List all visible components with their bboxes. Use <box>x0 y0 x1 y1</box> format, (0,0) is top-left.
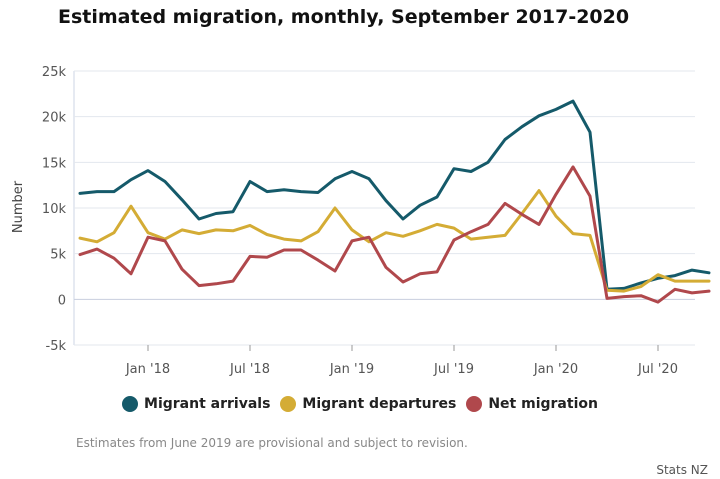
legend-swatch <box>122 396 139 412</box>
legend-label: Migrant arrivals <box>144 396 271 412</box>
legend-item-migrant-arrivals[interactable]: Migrant arrivals <box>122 396 270 412</box>
legend-swatch <box>280 396 297 412</box>
series-line-migrant-arrivals[interactable] <box>78 99 711 291</box>
x-tick-label: Jan '19 <box>329 362 374 377</box>
gridlines <box>73 70 695 346</box>
x-tick-label: Jan '20 <box>533 362 578 377</box>
y-tick-label: -5k <box>46 339 67 354</box>
x-axis: Jan '18 Jul '18 Jan '19 Jul '19 Jan '20 Jul '… <box>125 345 678 377</box>
y-tick-label: 10k <box>42 202 67 217</box>
y-tick-label: 20k <box>42 111 67 126</box>
legend-item-migrant-departures[interactable]: Migrant departures <box>280 396 456 412</box>
series-line-net-migration[interactable] <box>78 165 711 304</box>
legend: Migrant arrivals Migrant departures Net mi… <box>0 396 720 412</box>
chart-title: Estimated migration, monthly, September … <box>58 6 630 28</box>
y-tick-label: 15k <box>42 156 67 171</box>
legend-label: Migrant departures <box>302 396 457 412</box>
y-axis-label: Number <box>11 180 26 233</box>
footnote: Estimates from June 2019 are provisional… <box>76 436 468 450</box>
legend-label: Net migration <box>488 396 598 412</box>
x-tick-label: Jan '18 <box>125 362 170 377</box>
legend-item-net-migration[interactable]: Net migration <box>466 396 598 412</box>
series-lines <box>78 99 711 304</box>
y-tick-label: 25k <box>42 65 67 80</box>
y-axis: -5k 0 5k 10k 15k 20k 25k <box>42 65 67 354</box>
y-tick-label: 5k <box>50 248 66 263</box>
x-tick-label: Jul '20 <box>637 362 678 377</box>
y-tick-label: 0 <box>58 293 66 308</box>
x-tick-label: Jul '18 <box>229 362 270 377</box>
source-credit: Stats NZ <box>656 463 708 477</box>
x-tick-label: Jul '19 <box>433 362 474 377</box>
legend-swatch <box>466 396 483 412</box>
